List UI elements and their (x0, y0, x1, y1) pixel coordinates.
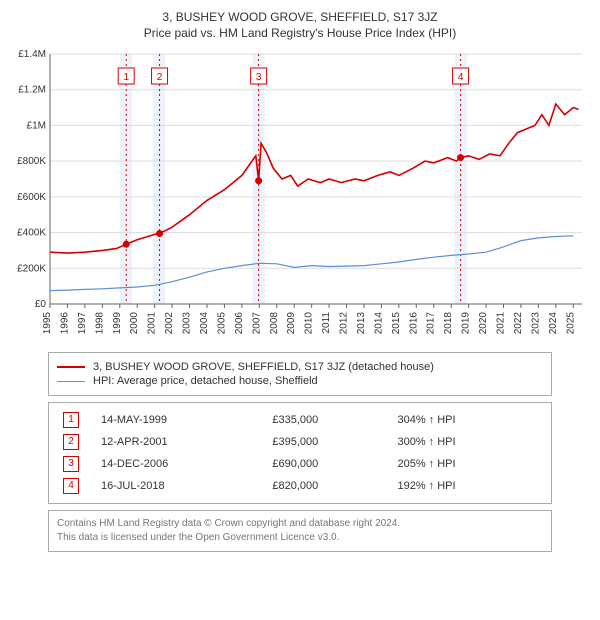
svg-text:£1M: £1M (27, 120, 46, 131)
svg-text:2009: 2009 (286, 312, 297, 335)
legend-label: HPI: Average price, detached house, Shef… (93, 375, 318, 387)
svg-text:2000: 2000 (129, 312, 140, 335)
svg-text:2019: 2019 (461, 312, 472, 335)
svg-text:2020: 2020 (478, 312, 489, 335)
svg-text:£800K: £800K (17, 156, 46, 167)
svg-text:2014: 2014 (373, 312, 384, 335)
sale-marker-box: 1 (63, 412, 79, 428)
svg-text:1998: 1998 (94, 312, 105, 335)
sale-date: 12-APR-2001 (95, 431, 266, 453)
sale-marker-box: 2 (63, 434, 79, 450)
svg-text:2012: 2012 (339, 312, 350, 335)
svg-text:2003: 2003 (182, 312, 193, 335)
sale-date: 16-JUL-2018 (95, 475, 266, 497)
svg-text:2: 2 (157, 72, 163, 83)
svg-text:2005: 2005 (216, 312, 227, 335)
svg-text:2004: 2004 (199, 312, 210, 335)
svg-text:2023: 2023 (530, 312, 541, 335)
sale-price: £335,000 (266, 409, 391, 431)
svg-text:1: 1 (123, 72, 129, 83)
svg-text:2021: 2021 (496, 312, 507, 335)
chart-container: £0 £200K £400K £600K £800K £1M £1.2M £1.4M 1995 1… (8, 46, 592, 346)
svg-text:1997: 1997 (77, 312, 88, 335)
legend-swatch (57, 366, 85, 368)
sale-hpi-pct: 300% ↑ HPI (391, 431, 543, 453)
svg-text:2016: 2016 (408, 312, 419, 335)
sale-hpi-pct: 304% ↑ HPI (391, 409, 543, 431)
sale-date: 14-MAY-1999 (95, 409, 266, 431)
sale-hpi-pct: 205% ↑ HPI (391, 453, 543, 475)
sale-marker-cell: 2 (57, 431, 95, 453)
sales-table: 1 14-MAY-1999£335,000304% ↑ HPI 2 12-APR-20… (48, 402, 552, 504)
sale-hpi-pct: 192% ↑ HPI (391, 475, 543, 497)
table-row: 4 16-JUL-2018£820,000192% ↑ HPI (57, 475, 543, 497)
svg-text:1996: 1996 (59, 312, 70, 335)
svg-text:£400K: £400K (17, 228, 46, 239)
sale-price: £820,000 (266, 475, 391, 497)
svg-text:2017: 2017 (426, 312, 437, 335)
sale-price: £395,000 (266, 431, 391, 453)
svg-text:£600K: £600K (17, 192, 46, 203)
sale-price: £690,000 (266, 453, 391, 475)
svg-text:£200K: £200K (17, 263, 46, 274)
sale-marker-box: 3 (63, 456, 79, 472)
svg-text:3: 3 (256, 72, 262, 83)
svg-text:2010: 2010 (304, 312, 315, 335)
svg-text:£0: £0 (35, 299, 47, 310)
svg-text:1995: 1995 (42, 312, 53, 335)
sale-marker-cell: 4 (57, 475, 95, 497)
footer: Contains HM Land Registry data © Crown c… (48, 510, 552, 552)
table-row: 1 14-MAY-1999£335,000304% ↑ HPI (57, 409, 543, 431)
svg-text:1999: 1999 (112, 312, 123, 335)
sale-marker-cell: 1 (57, 409, 95, 431)
svg-text:2025: 2025 (565, 312, 576, 335)
svg-text:2006: 2006 (234, 312, 245, 335)
svg-text:2024: 2024 (548, 312, 559, 335)
title-line-1: 3, BUSHEY WOOD GROVE, SHEFFIELD, S17 3JZ (8, 10, 592, 24)
svg-text:£1.2M: £1.2M (18, 85, 46, 96)
table-row: 3 14-DEC-2006£690,000205% ↑ HPI (57, 453, 543, 475)
table-row: 2 12-APR-2001£395,000300% ↑ HPI (57, 431, 543, 453)
svg-text:2007: 2007 (251, 312, 262, 335)
svg-text:2013: 2013 (356, 312, 367, 335)
footer-line-2: This data is licensed under the Open Gov… (57, 531, 543, 545)
svg-text:2008: 2008 (269, 312, 280, 335)
svg-text:2002: 2002 (164, 312, 175, 335)
price-chart: £0 £200K £400K £600K £800K £1M £1.2M £1.4M 1995 1… (8, 46, 592, 346)
svg-text:2022: 2022 (513, 312, 524, 335)
svg-text:2015: 2015 (391, 312, 402, 335)
title-line-2: Price paid vs. HM Land Registry's House … (8, 26, 592, 40)
footer-line-1: Contains HM Land Registry data © Crown c… (57, 517, 543, 531)
svg-text:2018: 2018 (443, 312, 454, 335)
svg-text:2001: 2001 (147, 312, 158, 335)
legend-swatch (57, 381, 85, 382)
svg-text:4: 4 (458, 72, 464, 83)
legend: 3, BUSHEY WOOD GROVE, SHEFFIELD, S17 3JZ… (48, 352, 552, 396)
legend-item: HPI: Average price, detached house, Shef… (57, 375, 543, 387)
legend-label: 3, BUSHEY WOOD GROVE, SHEFFIELD, S17 3JZ… (93, 361, 434, 373)
svg-text:2011: 2011 (321, 312, 332, 334)
sale-marker-box: 4 (63, 478, 79, 494)
legend-item: 3, BUSHEY WOOD GROVE, SHEFFIELD, S17 3JZ… (57, 361, 543, 373)
sale-date: 14-DEC-2006 (95, 453, 266, 475)
sale-marker-cell: 3 (57, 453, 95, 475)
svg-text:£1.4M: £1.4M (18, 49, 46, 60)
